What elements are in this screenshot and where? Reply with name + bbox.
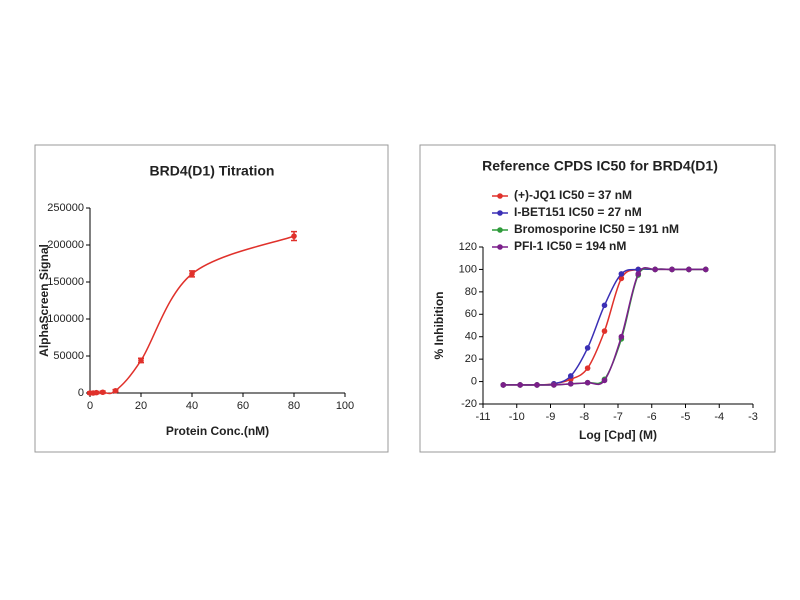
- x-tick-label: 100: [336, 400, 354, 412]
- y-axis-label: AlphaScreen Signal: [37, 244, 51, 357]
- data-point: [99, 389, 106, 396]
- x-axis-label: Protein Conc.(nM): [166, 424, 269, 438]
- x-tick-label: -5: [681, 411, 691, 423]
- data-point: [112, 387, 119, 394]
- data-point: [551, 382, 557, 388]
- x-tick-label: 20: [135, 400, 147, 412]
- x-tick-label: -3: [748, 411, 758, 423]
- x-axis-label: Log [Cpd] (M): [579, 428, 657, 442]
- y-tick-label: 100: [459, 263, 477, 275]
- x-tick-label: 80: [288, 400, 300, 412]
- y-tick-label: 150000: [47, 276, 84, 288]
- data-point: [567, 373, 574, 379]
- x-tick-label: -8: [579, 411, 589, 423]
- data-point: [686, 266, 692, 273]
- legend-marker: [497, 193, 503, 199]
- legend-label: I-BET151 IC50 = 27 nM: [514, 205, 642, 219]
- data-point: [669, 266, 675, 273]
- data-point: [618, 271, 625, 277]
- x-tick-label: -4: [714, 411, 724, 423]
- legend-label: (+)-JQ1 IC50 = 37 nM: [514, 188, 632, 202]
- data-point: [601, 328, 608, 334]
- y-tick-label: 40: [465, 331, 477, 343]
- x-tick-label: -9: [546, 411, 556, 423]
- y-tick-label: 80: [465, 286, 477, 298]
- legend-label: PFI-1 IC50 = 194 nM: [514, 239, 626, 253]
- fit-line: [503, 268, 706, 386]
- x-tick-label: -10: [509, 411, 525, 423]
- data-point: [601, 302, 608, 309]
- y-tick-label: 50000: [53, 350, 84, 362]
- data-point: [618, 333, 625, 340]
- fit-line: [503, 266, 706, 386]
- data-point: [567, 381, 574, 387]
- y-tick-label: 100000: [47, 313, 84, 325]
- legend-marker: [497, 210, 503, 216]
- data-point: [584, 379, 591, 386]
- data-point: [702, 266, 709, 273]
- y-tick-label: 250000: [47, 202, 84, 214]
- y-tick-label: 200000: [47, 239, 84, 251]
- y-tick-label: 120: [459, 241, 477, 253]
- y-tick-label: 0: [78, 387, 84, 399]
- data-point: [618, 275, 625, 282]
- x-tick-label: 60: [237, 400, 249, 412]
- data-point: [500, 382, 507, 388]
- left-panel: [34, 144, 389, 453]
- data-point: [584, 365, 591, 371]
- data-point: [93, 389, 100, 396]
- x-tick-label: -11: [475, 411, 490, 423]
- x-tick-label: -7: [613, 411, 623, 423]
- y-tick-label: 0: [471, 375, 477, 387]
- x-tick-label: -6: [647, 411, 657, 423]
- fit-line: [89, 235, 295, 395]
- y-tick-label: -20: [461, 398, 477, 410]
- fit-line: [503, 267, 706, 386]
- data-point: [138, 357, 144, 364]
- x-tick-label: 0: [87, 400, 93, 412]
- legend-marker: [497, 227, 503, 233]
- right-panel: [419, 144, 776, 453]
- y-tick-label: 60: [465, 308, 477, 320]
- legend-marker: [497, 244, 503, 250]
- y-axis-label: % Inhibition: [432, 292, 446, 360]
- data-point: [534, 382, 540, 388]
- data-point: [517, 382, 523, 388]
- data-point: [584, 345, 591, 351]
- data-point: [291, 233, 297, 239]
- x-tick-label: 40: [186, 400, 198, 412]
- data-point: [601, 377, 608, 384]
- data-point: [635, 271, 642, 277]
- chart-title: BRD4(D1) Titration: [150, 163, 275, 179]
- legend-label: Bromosporine IC50 = 191 nM: [514, 222, 679, 236]
- chart-title: Reference CPDS IC50 for BRD4(D1): [482, 158, 718, 174]
- y-tick-label: 20: [465, 353, 477, 365]
- data-point: [652, 266, 658, 273]
- data-point: [189, 271, 195, 277]
- fit-line: [503, 268, 706, 386]
